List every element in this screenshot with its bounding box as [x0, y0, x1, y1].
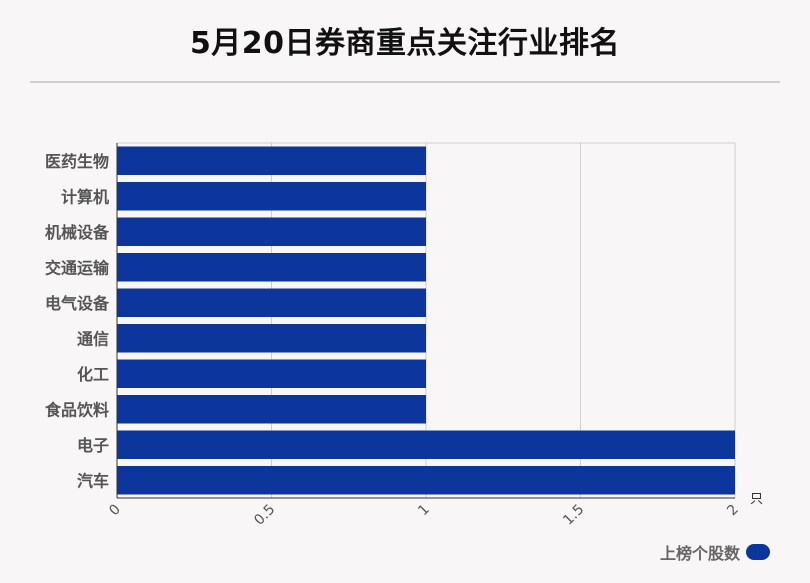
category-label: 计算机	[61, 187, 109, 206]
x-tick-label: 2	[724, 502, 742, 520]
x-tick-label: 1.5	[560, 502, 587, 529]
axes	[116, 143, 735, 499]
bar	[117, 324, 426, 353]
bar	[117, 253, 426, 282]
category-label: 电子	[77, 436, 109, 455]
legend-swatch	[746, 544, 770, 560]
x-tick-labels: 0 0.5 1 1.5 2	[106, 502, 742, 529]
category-label: 电气设备	[45, 294, 110, 313]
x-tick-label: 0.5	[251, 502, 278, 529]
bar	[117, 217, 426, 246]
category-label: 医药生物	[45, 152, 109, 171]
category-label: 汽车	[77, 471, 109, 490]
chart-title: 5月20日券商重点关注行业排名	[189, 26, 621, 61]
category-label: 机械设备	[45, 223, 110, 242]
bar	[117, 430, 735, 459]
bar	[117, 288, 426, 317]
bar	[117, 146, 426, 175]
bar	[117, 182, 426, 211]
x-tick-label: 0	[106, 502, 124, 520]
legend-label: 上榜个股数	[659, 544, 740, 563]
bar	[117, 395, 426, 424]
bars	[117, 146, 735, 495]
category-label: 通信	[77, 329, 109, 348]
x-tick-label: 1	[415, 502, 433, 520]
category-label: 交通运输	[45, 258, 110, 277]
bar	[117, 466, 735, 495]
category-label: 食品饮料	[44, 400, 109, 419]
bar	[117, 359, 426, 388]
x-unit-label: 只	[750, 492, 763, 507]
title-divider	[30, 81, 780, 83]
legend: 上榜个股数	[660, 540, 770, 564]
category-label: 化工	[77, 365, 109, 384]
